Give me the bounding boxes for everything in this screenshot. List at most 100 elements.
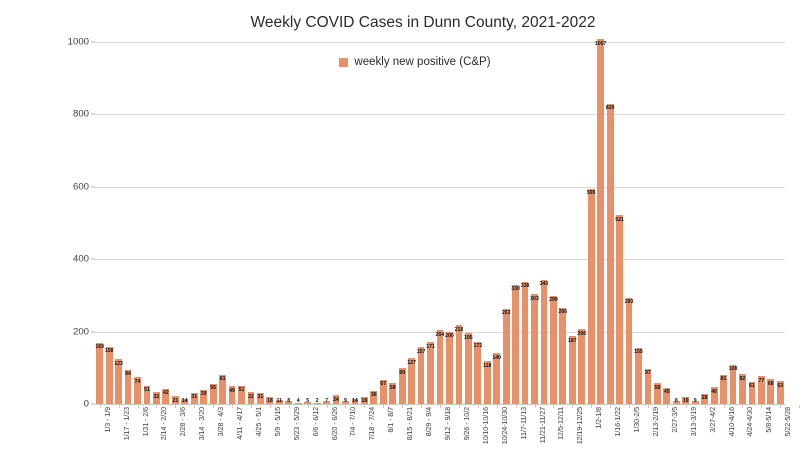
bar-column[interactable]: 21 [171,42,179,404]
bar-column[interactable]: 8 [285,42,293,404]
bar[interactable] [304,402,312,404]
bar[interactable] [190,392,198,404]
bar[interactable] [153,392,160,404]
bar[interactable] [124,369,132,404]
bar[interactable] [105,346,113,404]
bar-column[interactable]: 67 [379,42,387,404]
bar-column[interactable]: 204 [436,42,444,404]
bar[interactable] [171,396,179,404]
bar[interactable] [323,401,330,404]
bar-column[interactable]: 97 [644,42,652,404]
bar-column[interactable]: 58 [389,42,397,404]
bar[interactable] [521,281,529,404]
bar[interactable] [540,279,548,404]
bar-column[interactable]: 158 [105,42,113,404]
bar-column[interactable]: 5 [304,42,312,404]
bar-column[interactable]: 8 [672,42,680,404]
bar[interactable] [464,333,472,404]
bar-column[interactable]: 195 [464,42,473,404]
bar-column[interactable]: 14 [351,42,359,404]
bar-column[interactable]: 200 [445,42,454,404]
bar[interactable] [625,297,633,404]
bar-column[interactable]: 81 [219,42,226,404]
bar-column[interactable]: 99 [398,42,406,404]
bar-column[interactable]: 293 [625,42,633,404]
bar-column[interactable]: 74 [134,42,141,404]
bar-column[interactable]: 338 [521,42,529,404]
bar[interactable] [134,377,141,404]
bar[interactable] [739,374,746,404]
bar[interactable] [257,392,264,404]
bar[interactable] [285,401,293,404]
bar-column[interactable]: 18 [360,42,368,404]
bar-column[interactable]: 68 [767,42,775,404]
bar[interactable] [446,331,453,404]
bar-column[interactable]: 94 [124,42,132,404]
bar[interactable] [531,294,538,404]
bar-column[interactable]: 58 [653,42,661,404]
bar[interactable] [200,389,208,404]
bar-column[interactable]: 77 [757,42,765,404]
bar[interactable] [587,188,595,404]
bar-column[interactable]: 157 [417,42,425,404]
bar-column[interactable]: 303 [530,42,539,404]
bar-column[interactable]: 56 [209,42,217,404]
bar[interactable] [682,397,690,404]
bar-column[interactable]: 595 [587,42,596,404]
bar[interactable] [162,388,170,404]
bar[interactable] [275,400,283,404]
bar[interactable] [691,400,699,404]
bar[interactable] [606,103,614,404]
bar[interactable] [644,368,652,404]
bar-column[interactable]: 82 [739,42,746,404]
bar-column[interactable]: 32 [153,42,160,404]
bar-column[interactable]: 49 [228,42,236,404]
bar-column[interactable]: 9 [342,42,349,404]
bar[interactable] [351,398,359,404]
bar[interactable] [757,376,765,404]
bar-column[interactable]: 19 [682,42,690,404]
bar[interactable] [209,383,217,404]
bar-column[interactable]: 63 [776,42,784,404]
bar[interactable] [710,387,718,404]
bar-column[interactable]: 171 [426,42,435,404]
bar-column[interactable]: 218 [455,42,463,404]
bar-column[interactable]: 169 [95,42,104,404]
bar-column[interactable]: 829 [606,42,614,404]
bar-column[interactable]: 24 [332,42,340,404]
bar-column[interactable]: 51 [238,42,245,404]
bar[interactable] [701,393,709,404]
bar[interactable] [294,402,302,404]
bar-column[interactable]: 39 [200,42,208,404]
bar-column[interactable]: 140 [492,42,501,404]
bar[interactable] [181,398,189,404]
bar-column[interactable]: 9 [691,42,699,404]
bar[interactable] [672,401,680,404]
bar-column[interactable]: 127 [407,42,416,404]
bar[interactable] [408,358,416,404]
bar[interactable] [228,386,236,404]
bar-column[interactable]: 343 [540,42,548,404]
bar[interactable] [663,387,671,404]
bar[interactable] [143,385,151,404]
bar-column[interactable]: 32 [247,42,255,404]
bar[interactable] [616,215,623,404]
bar[interactable] [729,364,737,404]
bar[interactable] [493,353,501,404]
bar[interactable] [597,39,605,404]
bar-column[interactable]: 31 [190,42,198,404]
bar-column[interactable]: 206 [577,42,586,404]
bar[interactable] [559,307,567,404]
bar-column[interactable]: 172 [473,42,482,404]
bar-column[interactable]: 51 [143,42,151,404]
bar-column[interactable]: 18 [266,42,274,404]
bar[interactable] [578,329,586,404]
bar-column[interactable]: 2 [313,42,321,404]
bar[interactable] [247,392,255,404]
bar-column[interactable]: 14 [181,42,189,404]
bar-column[interactable]: 330 [511,42,520,404]
bar[interactable] [332,395,340,404]
bar[interactable] [512,284,519,404]
bar[interactable] [266,397,274,404]
bar-column[interactable]: 1007 [595,39,606,404]
